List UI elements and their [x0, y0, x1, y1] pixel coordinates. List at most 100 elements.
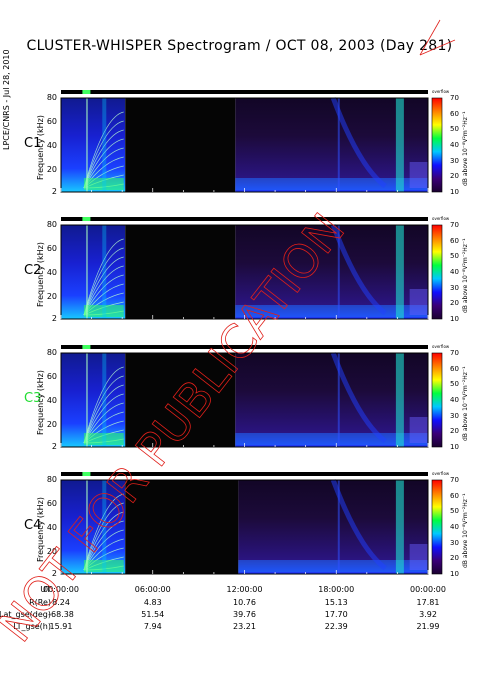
vertical-line: [86, 225, 88, 319]
orbit-row-label: R(Re): [29, 598, 51, 607]
colorbar-tick-label: 30: [450, 283, 459, 292]
colorbar-tick-label: 40: [450, 523, 459, 531]
dispersion-arc: [330, 224, 387, 316]
y-tick-label: 80: [46, 348, 57, 357]
overflow-label: overflow: [432, 89, 450, 94]
spectrogram-c3: [60, 345, 443, 448]
y-tick-label: 40: [46, 268, 57, 278]
colorbar-tick-label: 70: [450, 476, 459, 484]
orbit-value: 23.21: [233, 622, 256, 631]
mode-bar: [61, 90, 428, 94]
orbit-value: 4.83: [143, 598, 162, 607]
colorbar-tick-label: 50: [450, 125, 459, 134]
harmonic-line: [83, 502, 124, 571]
y-tick-label: 40: [46, 523, 57, 533]
vertical-band: [102, 480, 107, 574]
orbit-value: 17.81: [416, 598, 440, 607]
vertical-line: [337, 480, 340, 574]
watermark-stroke: [419, 39, 456, 56]
colorbar-tick-label: 60: [450, 491, 459, 500]
spectrogram-c1: [60, 90, 443, 193]
vertical-line: [86, 480, 88, 574]
colorbar-tick-label: 20: [450, 299, 459, 308]
colorbar-tick-label: 20: [450, 172, 459, 181]
orbit-row: Lat_gse(deg) -68.38 51.54 39.76 17.70 3.92: [0, 610, 479, 621]
vertical-line: [337, 98, 340, 192]
harmonic-line: [83, 247, 124, 316]
spectrogram-c2: [60, 217, 443, 320]
colorbar-tick-label: 60: [450, 236, 459, 245]
orbit-value: 7.94: [143, 622, 162, 631]
chart-title: CLUSTER-WHISPER Spectrogram / OCT 08, 20…: [26, 38, 453, 54]
emission-patch: [409, 544, 428, 570]
orbit-value: 17.70: [324, 610, 348, 619]
vertical-band: [102, 98, 107, 192]
y-tick-label: 80: [46, 93, 57, 102]
spectrogram-c4: [60, 472, 443, 575]
orbit-row: R(Re) 8.24 4.83 10.76 15.13 17.81: [0, 598, 479, 609]
colorbar: [431, 97, 443, 193]
overflow-label: overflow: [432, 344, 450, 349]
data-gap: [125, 480, 239, 574]
colorbar-tick-label: 30: [450, 411, 459, 420]
orbit-value: -68.38: [48, 610, 74, 619]
emission-patch: [409, 162, 428, 188]
panel-c4: C4 Frequency (kHz) 80 60 40 20 2 70 60 50 40 30 20 10…: [0, 470, 479, 588]
orbit-row-label: LT_gse(h): [13, 622, 51, 631]
colorbar-tick-label: 40: [450, 396, 459, 404]
orbit-value: 15.91: [49, 622, 73, 631]
y-tick-label: 20: [46, 547, 57, 557]
probe-label: C4: [24, 518, 42, 533]
vertical-band: [102, 353, 107, 447]
orbit-value: 3.92: [419, 610, 437, 619]
colorbar-tick-label: 30: [450, 538, 459, 547]
probe-label: C3: [24, 391, 42, 406]
orbit-value: 21.99: [416, 622, 440, 631]
low-freq-band: [83, 178, 124, 190]
colorbar-tick-label: 10: [450, 188, 459, 196]
colorbar-tick-label: 10: [450, 443, 459, 451]
harmonic-line: [83, 375, 124, 444]
panel-c1: C1 Frequency (kHz) 80 60 40 20 2 70 60 50 40 30 20 10…: [0, 88, 479, 206]
y-tick-label: 60: [46, 372, 57, 382]
mode-bar-marker: [82, 345, 91, 349]
mode-bar-marker: [82, 90, 91, 94]
orbit-value: 51.54: [141, 610, 165, 619]
colorbar-tick-label: 50: [450, 507, 459, 516]
colorbar-tick-label: 20: [450, 554, 459, 563]
colorbar-tick-label: 40: [450, 268, 459, 276]
low-freq-band: [83, 433, 124, 445]
y-tick-label: 60: [46, 499, 57, 509]
low-freq-band: [83, 305, 124, 317]
orbit-value: 22.39: [324, 622, 348, 631]
y-tick-label: 40: [46, 141, 57, 151]
colorbar: [431, 479, 443, 575]
orbit-row-label: Lat_gse(deg): [0, 610, 51, 619]
dispersion-arc: [330, 352, 387, 444]
probe-label: C2: [24, 263, 42, 278]
y-tick-label: 80: [46, 475, 57, 484]
dispersion-arc: [330, 97, 387, 189]
data-gap: [125, 353, 236, 447]
orbit-value: 10.76: [233, 598, 256, 607]
mode-bar-marker: [82, 217, 91, 221]
y-tick-label: 2: [51, 442, 57, 451]
low-freq-band: [83, 560, 124, 572]
broadband-burst: [395, 480, 404, 574]
colorbar-tick-label: 30: [450, 156, 459, 165]
vertical-band: [102, 225, 107, 319]
orbit-value: 8.24: [52, 598, 70, 607]
harmonic-line: [83, 238, 124, 316]
x-tick-label: 00:00:00: [43, 585, 79, 594]
mode-bar: [61, 217, 428, 221]
broadband-burst: [395, 98, 404, 192]
colorbar-tick-label: 10: [450, 315, 459, 323]
watermark-stroke: [419, 19, 441, 56]
vertical-line: [86, 98, 88, 192]
y-tick-label: 80: [46, 220, 57, 229]
x-tick-label: 06:00:00: [134, 585, 171, 594]
colorbar-tick-label: 70: [450, 221, 459, 229]
colorbar-tick-label: 20: [450, 427, 459, 436]
overflow-label: overflow: [432, 471, 450, 476]
